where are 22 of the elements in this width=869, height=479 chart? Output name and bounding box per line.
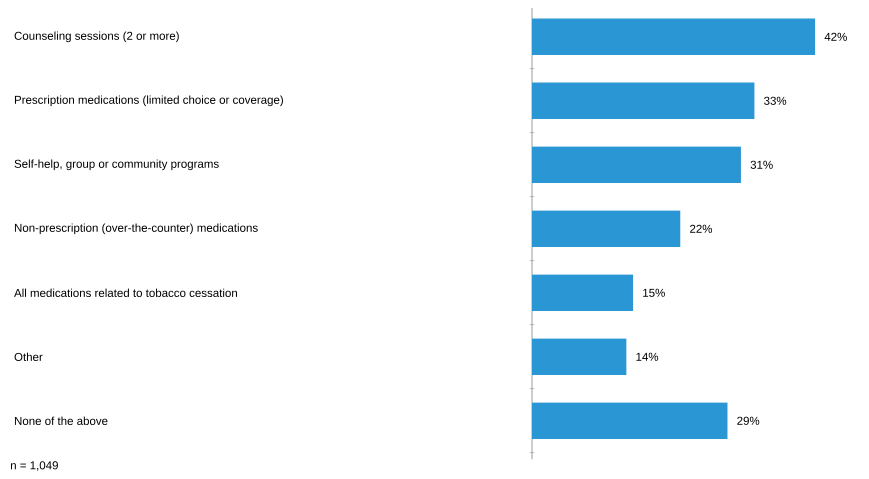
data-label: 29% xyxy=(737,416,760,425)
data-label: 14% xyxy=(636,352,658,361)
bar xyxy=(532,338,626,376)
y-tick-label: Prescription medications (limited choice or coverage) xyxy=(14,95,283,106)
text: n = 1,049 xyxy=(10,461,58,471)
bar xyxy=(532,146,741,184)
y-tick-label: Other xyxy=(14,352,43,362)
data-label: 22% xyxy=(690,224,712,233)
data-label: 15% xyxy=(643,288,665,297)
y-tick-label: None of the above xyxy=(14,416,108,426)
data-label: 42% xyxy=(824,32,847,41)
y-tick-label: Counseling sessions (2 or more) xyxy=(14,31,179,42)
y-tick-label: Self-help, group or community programs xyxy=(14,159,219,170)
bar xyxy=(532,210,680,248)
data-label: 31% xyxy=(750,160,773,169)
y-tick-label: All medications related to tobacco cessation xyxy=(14,288,237,298)
bar xyxy=(532,18,816,56)
bar xyxy=(532,274,634,312)
bar xyxy=(532,82,754,120)
y-tick-label: Non-prescription (over-the-counter) medications xyxy=(14,223,258,234)
data-label: 33% xyxy=(764,96,786,105)
bar xyxy=(532,402,728,440)
